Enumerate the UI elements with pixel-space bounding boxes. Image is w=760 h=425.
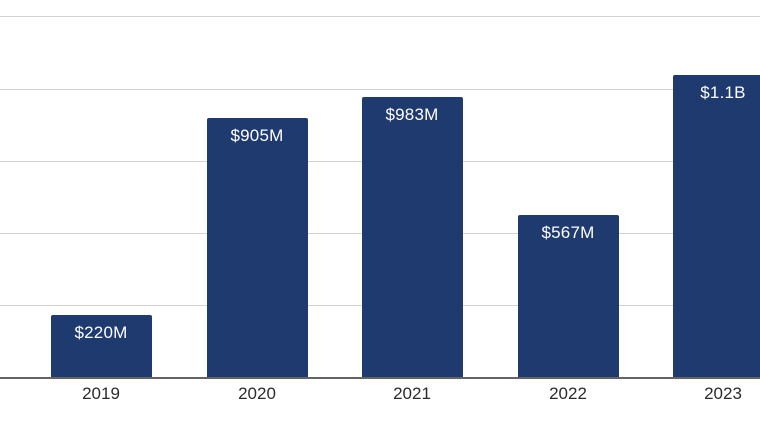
- bar-value-label: $567M: [541, 223, 595, 242]
- bar-2020: $905M: [206, 118, 308, 377]
- gridline: [0, 89, 760, 90]
- bar-value-label: $905M: [230, 126, 284, 145]
- x-tick-label-2022: 2022: [549, 384, 587, 403]
- bar-value-label: $220M: [74, 323, 128, 342]
- x-axis-line: [0, 377, 760, 379]
- bar-2019: $220M: [50, 315, 152, 377]
- bar-2022: $567M: [517, 215, 619, 377]
- bar-value-label: $983M: [385, 105, 439, 124]
- gridline: [0, 16, 760, 17]
- bar-2023: $1.1B: [672, 75, 760, 377]
- x-tick-label-2020: 2020: [238, 384, 276, 403]
- x-tick-label-2023: 2023: [704, 384, 742, 403]
- x-tick-label-2019: 2019: [82, 384, 120, 403]
- bar-value-label: $1.1B: [700, 83, 746, 102]
- x-tick-label-2021: 2021: [393, 384, 431, 403]
- bar-2021: $983M: [361, 97, 463, 377]
